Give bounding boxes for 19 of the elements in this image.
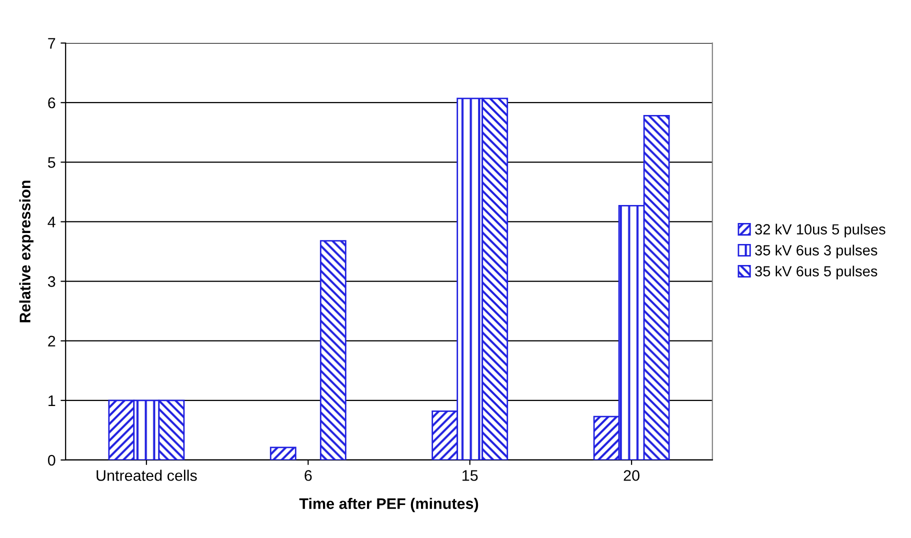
y-tick-label: 7 (48, 38, 56, 49)
y-tick-label: 0 (48, 454, 56, 466)
bar (320, 240, 346, 460)
x-axis-title: Time after PEF (minutes) (299, 498, 478, 512)
y-tick-label: 4 (48, 216, 56, 228)
x-tick-label: 20 (624, 470, 640, 481)
y-tick-label: 6 (48, 97, 56, 108)
x-tick-label: 15 (462, 470, 478, 481)
y-tick-label: 1 (48, 395, 56, 406)
y-axis-title: Relative expression (19, 180, 34, 322)
y-tick-label: 2 (48, 336, 56, 346)
x-tick-label: 6 (304, 470, 312, 481)
legend-label: 35 kV 6us 3 pulses (755, 244, 878, 258)
x-tick-label: Untreated cells (96, 470, 197, 481)
y-tick-label: 3 (48, 276, 56, 287)
legend-label: 32 kV 10us 5 pulses (755, 224, 886, 238)
y-tick-label: 5 (48, 157, 56, 168)
bar (270, 446, 296, 460)
legend-label: 35 kV 6us 5 pulses (755, 266, 878, 280)
